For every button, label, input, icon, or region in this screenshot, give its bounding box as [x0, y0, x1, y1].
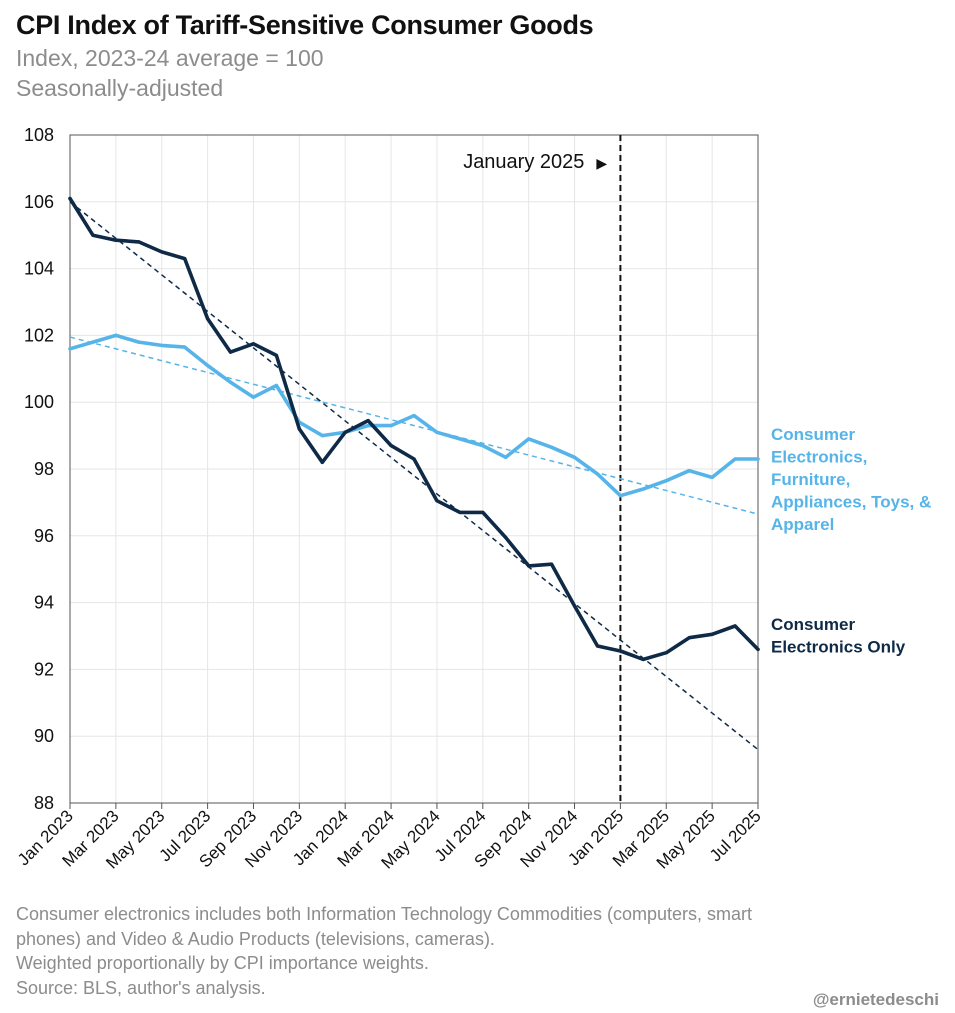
broad-goods-data-point: [114, 333, 118, 337]
broad-goods-data-point: [412, 413, 416, 418]
footnote-line: phones) and Video & Audio Products (tele…: [16, 928, 495, 949]
electronics-only-data-point: [504, 535, 508, 540]
broad-goods-data-point: [504, 455, 508, 459]
broad-goods-data-point: [68, 347, 72, 351]
electronics-only-data-point: [527, 564, 531, 568]
electronics-only-trend-line: [69, 201, 759, 751]
series-label-line: Appliances, Toys, &: [771, 493, 931, 512]
broad-goods-data-point: [687, 469, 691, 473]
y-tick-label: 106: [24, 192, 54, 212]
broad-goods-trend-line: [69, 336, 759, 515]
y-tick-label: 90: [34, 726, 54, 746]
y-tick-label: 92: [34, 659, 54, 679]
series-label-line: Consumer: [771, 615, 855, 634]
footnote-source: Source: BLS, author's analysis.: [16, 977, 266, 998]
electronics-only-data-point: [481, 510, 485, 515]
electronics-only-data-point: [251, 342, 256, 346]
electronics-only-data-point: [664, 651, 668, 655]
broad-goods-data-point: [756, 457, 760, 461]
broad-goods-data-point: [710, 475, 714, 479]
chart-subtitle: Index, 2023-24 average = 100: [16, 45, 324, 71]
broad-goods-data-point: [366, 423, 370, 428]
y-tick-label: 108: [24, 125, 54, 145]
electronics-only-data-point: [389, 444, 393, 448]
broad-goods-data-point: [183, 345, 187, 349]
electronics-only-data-point: [572, 604, 577, 608]
electronics-only-data-point: [756, 647, 760, 651]
footnote-line: Consumer electronics includes both Infor…: [16, 904, 752, 924]
broad-goods-data-point: [274, 383, 278, 388]
electronics-only-data-point: [320, 460, 324, 464]
y-tick-label: 102: [24, 325, 54, 345]
broad-goods-data-point: [550, 445, 554, 449]
series-label-line: Furniture,: [771, 470, 850, 489]
broad-goods-data-point: [320, 434, 324, 438]
electronics-only-data-point: [710, 632, 714, 636]
chart-subtitle-adjustment: Seasonally-adjusted: [16, 75, 224, 101]
electronics-only-data-point: [366, 418, 370, 423]
electronics-only-series-label: Consumer Electronics Only: [771, 615, 906, 657]
electronics-only-data-point: [228, 350, 233, 354]
series-label-line: Electronics Only: [771, 638, 906, 657]
broad-goods-data-point: [572, 455, 577, 459]
y-tick-label: 100: [24, 392, 54, 412]
electronics-only-data-point: [137, 240, 141, 244]
electronics-only-data-point: [618, 649, 623, 653]
electronics-only-data-point: [160, 250, 164, 254]
broad-goods-data-point: [206, 363, 210, 368]
electronics-only-data-point: [114, 238, 118, 242]
x-tick-label: Jul 2025: [706, 806, 765, 865]
electronics-only-data-point: [68, 196, 72, 201]
broad-goods-data-point: [435, 430, 439, 434]
broad-goods-data-point: [91, 340, 95, 344]
broad-goods-data-point: [595, 472, 600, 476]
electronics-only-data-point: [550, 562, 554, 566]
electronics-only-data-point: [343, 430, 347, 434]
electronics-only-data-point: [435, 499, 439, 503]
electronics-only-data-point: [412, 457, 416, 461]
broad-goods-data-point: [137, 340, 141, 344]
y-tick-label: 96: [34, 526, 54, 546]
electronics-only-data-point: [641, 657, 645, 661]
series-label-line: Consumer: [771, 425, 855, 444]
y-tick-label: 104: [24, 259, 54, 279]
broad-goods-data-point: [160, 343, 164, 348]
broad-goods-data-point: [481, 444, 485, 448]
chart-title: CPI Index of Tariff-Sensitive Consumer G…: [16, 10, 594, 40]
footnote: Consumer electronics includes both Infor…: [16, 902, 876, 1000]
annotation-label: January 2025: [463, 151, 584, 173]
broad-goods-data-point: [527, 437, 531, 441]
y-tick-label: 88: [34, 793, 54, 813]
electronics-only-data-point: [274, 353, 278, 358]
broad-goods-data-point: [458, 437, 462, 441]
broad-goods-series-label: Consumer Electronics, Furniture, Appliances…: [771, 425, 931, 534]
electronics-only-data-point: [733, 624, 737, 628]
electronics-only-data-point: [183, 256, 187, 261]
broad-goods-data-point: [228, 380, 233, 384]
y-tick-label: 98: [34, 459, 54, 479]
broad-goods-data-point: [641, 487, 645, 491]
electronics-only-data-point: [687, 636, 691, 640]
annotation-arrow-icon: ▶: [596, 155, 607, 171]
electronics-only-data-point: [595, 644, 600, 648]
author-handle: @ernietedeschi: [812, 990, 939, 1009]
broad-goods-data-point: [618, 494, 623, 498]
broad-goods-data-point: [664, 479, 668, 483]
electronics-only-data-point: [458, 510, 462, 515]
plot-frame: [69, 134, 759, 804]
broad-goods-data-point: [733, 457, 737, 461]
footnote-line: Weighted proportionally by CPI importanc…: [16, 953, 429, 973]
broad-goods-data-point: [389, 423, 393, 428]
series-label-line: Apparel: [771, 515, 834, 534]
y-tick-label: 94: [34, 593, 54, 613]
electronics-only-data-point: [297, 427, 301, 431]
series-label-line: Electronics,: [771, 448, 867, 467]
broad-goods-data-point: [251, 395, 256, 399]
electronics-only-series-line: [68, 196, 760, 662]
electronics-only-data-point: [91, 233, 95, 237]
electronics-only-data-point: [206, 317, 210, 321]
